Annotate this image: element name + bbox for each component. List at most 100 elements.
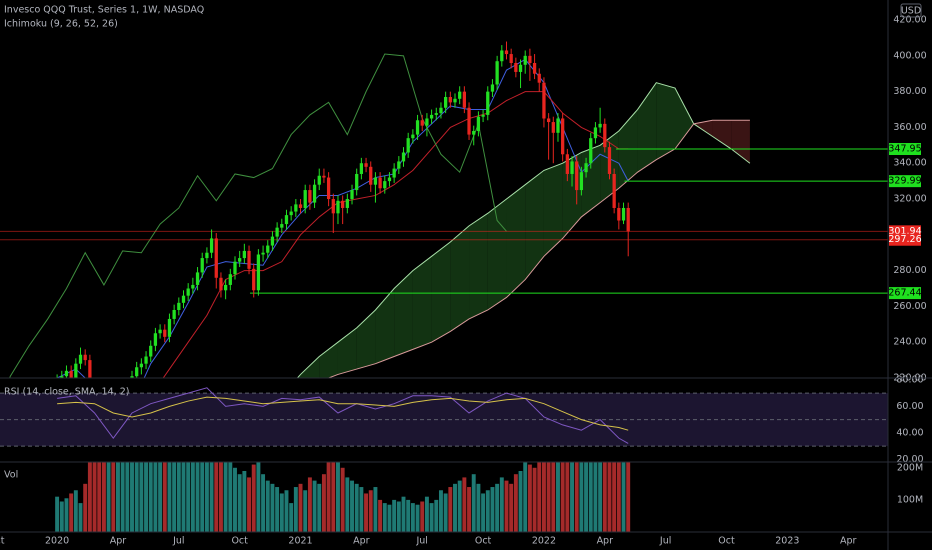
x-tick-label: 2020 xyxy=(45,536,69,547)
candle-body xyxy=(523,55,527,65)
volume-bar xyxy=(443,493,448,532)
x-tick-label: 2023 xyxy=(775,536,799,547)
candle-body xyxy=(359,163,364,174)
volume-bar xyxy=(214,462,219,532)
volume-bar xyxy=(453,483,457,532)
volume-bar xyxy=(200,462,205,532)
candle-body xyxy=(289,211,293,216)
y-tick-label: 360.00 xyxy=(893,122,926,133)
candle-body xyxy=(247,250,251,269)
cloud-segment xyxy=(712,120,732,149)
volume-bar xyxy=(340,467,345,532)
volume-bar xyxy=(593,462,598,532)
volume-bar xyxy=(373,487,378,532)
candle-body xyxy=(336,200,340,214)
candle-body xyxy=(406,138,410,153)
candle-body xyxy=(78,354,83,364)
x-tick-label: Apr xyxy=(110,536,127,547)
candle-body xyxy=(532,63,537,74)
candle-body xyxy=(514,63,518,72)
candle-body xyxy=(223,284,228,291)
level-label-box xyxy=(889,233,921,246)
volume-bar xyxy=(279,493,284,532)
candle-body xyxy=(172,309,176,319)
x-tick-label: Oct xyxy=(231,536,248,547)
y-tick-label: 320.00 xyxy=(893,194,926,205)
volume-bar xyxy=(83,483,88,532)
volume-bar xyxy=(541,462,546,532)
ichimoku-line xyxy=(9,53,507,378)
volume-label: Vol xyxy=(4,470,18,481)
volume-bar xyxy=(289,503,294,532)
volume-bar xyxy=(378,499,383,532)
candle-body xyxy=(256,254,261,291)
cloud-segment xyxy=(506,184,526,298)
candle-body xyxy=(312,184,317,203)
volume-bar xyxy=(331,462,336,532)
volume-bar xyxy=(607,462,612,532)
volume-bar xyxy=(401,496,406,532)
volume-bar xyxy=(59,501,64,532)
candle-body xyxy=(144,356,148,364)
rsi-label: RSI (14, close, SMA, 14, 2) xyxy=(4,387,129,398)
candle-body xyxy=(294,204,298,212)
candle-body xyxy=(528,55,532,63)
volume-bar xyxy=(434,499,439,532)
volume-bar xyxy=(598,462,603,532)
volume-bar xyxy=(181,462,186,532)
volume-bar xyxy=(275,487,280,532)
cloud-segment xyxy=(487,199,507,310)
volume-bar xyxy=(237,474,242,532)
volume-bar xyxy=(130,462,134,532)
level-label: 301.94 xyxy=(888,226,921,237)
candle-body xyxy=(163,329,167,337)
volume-bar xyxy=(570,462,574,532)
candle-body xyxy=(397,161,401,169)
indicator-label: Ichimoku (9, 26, 52, 26) xyxy=(4,19,118,30)
volume-bar xyxy=(345,477,350,532)
candle-body xyxy=(415,120,420,135)
candle-body xyxy=(472,131,476,135)
candle-body xyxy=(392,168,396,178)
cloud-segment xyxy=(675,88,694,149)
cloud-segment xyxy=(412,256,432,350)
candle-body xyxy=(242,250,246,259)
volume-bar xyxy=(574,462,579,532)
cloud-segment xyxy=(375,288,395,364)
y-tick-label: 420.00 xyxy=(893,15,926,26)
volume-bar xyxy=(134,462,139,532)
volume-bar xyxy=(158,462,163,532)
candle-body xyxy=(83,354,87,361)
x-tick-label: Jul xyxy=(415,536,427,547)
volume-bar xyxy=(97,462,102,532)
cloud-segment xyxy=(469,213,488,319)
x-tick-label: Oct xyxy=(475,536,492,547)
candle-body xyxy=(331,199,335,214)
y-tick-label: 280.00 xyxy=(893,265,926,276)
volume-bar xyxy=(101,462,106,532)
candle-body xyxy=(350,190,354,200)
candle-body xyxy=(425,118,429,126)
candle-body xyxy=(275,227,279,237)
x-tick-label: Apr xyxy=(840,536,857,547)
volume-bar xyxy=(186,462,191,532)
candle-body xyxy=(280,224,284,228)
volume-bar xyxy=(247,477,251,532)
rsi-panel xyxy=(0,387,888,447)
candle-body xyxy=(74,363,78,378)
candle-body xyxy=(387,177,392,182)
volume-bar xyxy=(584,462,589,532)
candle-body xyxy=(69,370,73,378)
candle-body xyxy=(167,318,172,337)
candle-body xyxy=(252,268,256,291)
candle-body xyxy=(589,138,593,164)
candle-body xyxy=(60,376,64,378)
volume-bar xyxy=(265,480,270,532)
volume-bar xyxy=(462,477,467,532)
volume-bar xyxy=(162,462,167,532)
volume-bar xyxy=(218,462,223,532)
volume-bar xyxy=(270,483,275,532)
candle-body xyxy=(444,97,448,108)
volume-bar xyxy=(518,470,523,532)
level-label-box xyxy=(889,175,921,188)
